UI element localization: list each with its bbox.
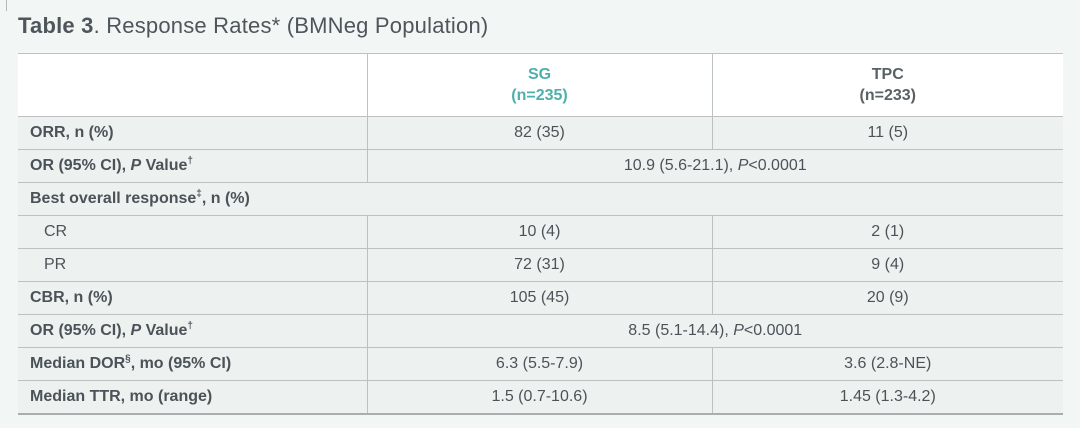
col-tpc-name: TPC	[871, 66, 904, 83]
table-row: OR (95% CI), P Value† 8.5 (5.1-14.4), P<0…	[18, 314, 1063, 348]
sg-value-cell: 72 (31)	[366, 248, 712, 282]
row-label: OR (95% CI), P Value†	[30, 155, 193, 174]
page-title: Table 3. Response Rates* (BMNeg Populati…	[18, 12, 1063, 40]
tpc-value-cell: 9 (4)	[711, 248, 1063, 282]
sg-value-cell: 1.5 (0.7-10.6)	[366, 380, 712, 414]
table-row: CBR, n (%) 105 (45) 20 (9)	[18, 281, 1063, 315]
left-edge-artifact	[6, 0, 7, 11]
table-row: Best overall response‡, n (%)	[18, 182, 1063, 216]
row-label: PR	[44, 256, 67, 273]
col-sg-name: SG	[527, 66, 552, 83]
tpc-value-cell: 11 (5)	[711, 116, 1063, 150]
table-header: SG (n=235) TPC (n=233)	[18, 53, 1063, 117]
row-label: CBR, n (%)	[30, 289, 113, 306]
tpc-value-cell: 1.45 (1.3-4.2)	[711, 380, 1063, 414]
table-row: PR 72 (31) 9 (4)	[18, 248, 1063, 282]
row-label: CR	[44, 223, 68, 240]
table-row: ORR, n (%) 82 (35) 11 (5)	[18, 116, 1063, 150]
row-label: ORR, n (%)	[30, 124, 114, 141]
col-header-tpc: TPC (n=233)	[711, 53, 1063, 117]
tpc-value-cell: 2 (1)	[711, 215, 1063, 249]
sg-value-cell: 105 (45)	[366, 281, 712, 315]
sg-value-cell: 82 (35)	[366, 116, 712, 150]
col-header-sg: SG (n=235)	[366, 53, 712, 117]
header-row: SG (n=235) TPC (n=233)	[18, 53, 1063, 117]
table-body: ORR, n (%) 82 (35) 11 (5) OR (95% CI), P Va…	[18, 116, 1063, 414]
table-title-text: . Response Rates* (BMNeg Population)	[93, 13, 489, 38]
table-number: Table 3	[18, 13, 94, 38]
tpc-value-cell: 3.6 (2.8-NE)	[711, 347, 1063, 381]
sg-value-cell: 6.3 (5.5-7.9)	[366, 347, 712, 381]
page-container: Table 3. Response Rates* (BMNeg Populati…	[18, 12, 1063, 415]
row-label: Median TTR, mo (range)	[30, 387, 213, 405]
row-label: Median DOR§, mo (95% CI)	[30, 353, 232, 372]
row-span-value: 10.9 (5.6-21.1), P<0.0001	[366, 149, 1063, 183]
table-row: Median DOR§, mo (95% CI) 6.3 (5.5-7.9) 3.6…	[18, 347, 1063, 381]
col-tpc-n: (n=233)	[859, 87, 916, 104]
row-label: Best overall response‡, n (%)	[30, 188, 250, 207]
response-rates-table: SG (n=235) TPC (n=233) ORR, n (%) 82 (35)…	[18, 53, 1063, 415]
table-row: Median TTR, mo (range) 1.5 (0.7-10.6) 1.45…	[18, 380, 1063, 414]
tpc-value-cell: 20 (9)	[711, 281, 1063, 315]
col-sg-n: (n=235)	[511, 87, 568, 104]
header-empty-cell	[18, 53, 367, 117]
table-row: OR (95% CI), P Value† 10.9 (5.6-21.1), P<…	[18, 149, 1063, 183]
sg-value-cell: 10 (4)	[366, 215, 712, 249]
row-span-value: 8.5 (5.1-14.4), P<0.0001	[366, 314, 1063, 348]
table-row: CR 10 (4) 2 (1)	[18, 215, 1063, 249]
row-label: OR (95% CI), P Value†	[30, 320, 193, 339]
